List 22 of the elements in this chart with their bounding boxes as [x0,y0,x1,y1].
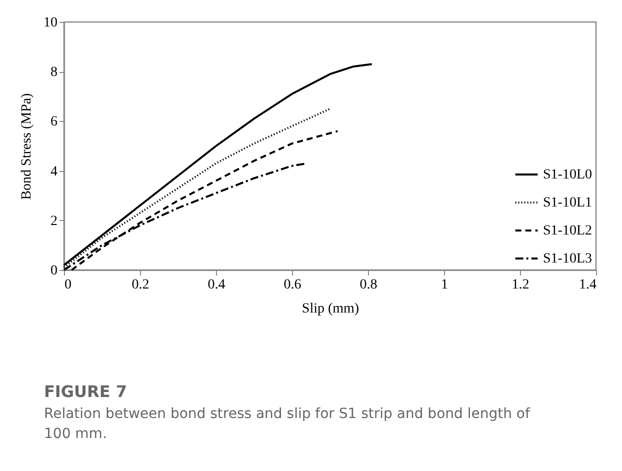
y-tick-label: 6 [50,114,58,130]
x-axis-title: Slip (mm) [302,302,360,316]
x-tick-label: 0.2 [132,278,150,292]
y-tick-label: 10 [44,16,58,30]
y-tick-label: 2 [50,214,58,229]
legend-label: S1-10L2 [543,224,592,238]
caption: FIGURE 7 [44,382,128,401]
legend-label: S1-10L3 [543,252,592,266]
x-tick-label: 0.6 [284,278,302,292]
y-tick-label: 8 [50,65,58,80]
y-tick-label: 4 [50,164,58,180]
x-tick-label: 1 [441,278,448,292]
x-tick-label: 0.4 [208,278,226,292]
x-tick-label: 1.4 [579,278,596,292]
legend-label: S1-10L0 [543,168,592,182]
y-axis-title: Bond Stress (MPa) [20,92,34,200]
x-tick-label: 0.8 [360,278,378,292]
y-tick-label: 0 [50,264,58,278]
x-tick-label: 0 [64,278,72,292]
x-tick-label: 1.2 [512,278,530,292]
text: Relation between bond stress and slip for S1 strip and bond length of 100 mm. [44,405,532,444]
legend-label: S1-10L1 [543,196,592,210]
